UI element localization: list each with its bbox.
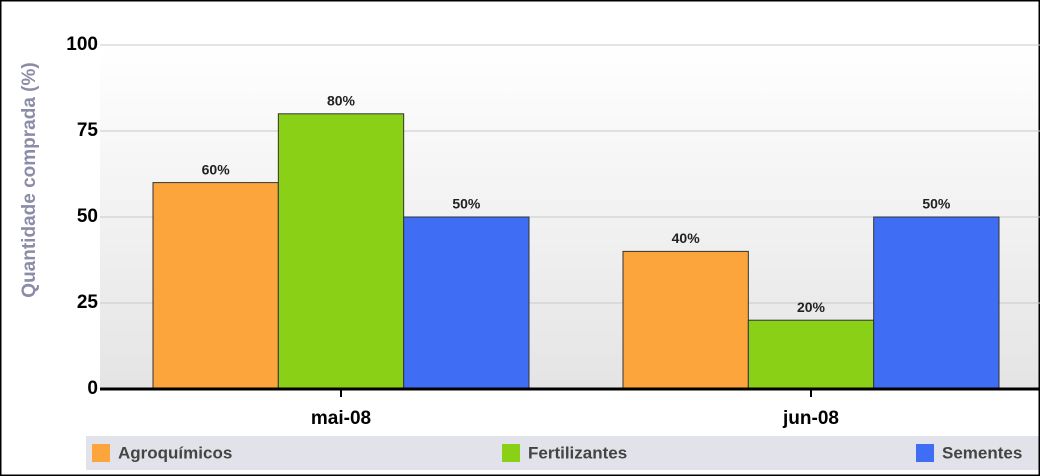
bar [873, 216, 1000, 390]
bar [403, 216, 530, 390]
data-label: 80% [327, 93, 356, 109]
legend-swatch [916, 444, 934, 462]
y-tick-label: 50 [77, 206, 98, 227]
bar [747, 319, 875, 390]
data-label: 60% [202, 161, 231, 177]
data-label: 50% [452, 196, 481, 212]
data-label: 50% [922, 196, 951, 212]
y-tick-label: 25 [77, 292, 99, 313]
bar [277, 113, 405, 390]
x-tick-label: jun-08 [782, 408, 839, 429]
legend-label: Agroquímicos [118, 443, 232, 462]
y-tick-label: 100 [66, 34, 98, 55]
bar [622, 250, 749, 390]
data-label: 40% [672, 230, 701, 246]
legend-swatch [502, 444, 520, 462]
bar [152, 182, 279, 390]
y-axis-label: Quantidade comprada (%) [19, 62, 40, 297]
legend-swatch [92, 444, 110, 462]
data-label: 20% [797, 299, 826, 315]
legend-label: Fertilizantes [528, 443, 627, 462]
legend-background [86, 436, 1040, 470]
y-tick-label: 75 [77, 120, 99, 141]
legend-label: Sementes [942, 443, 1022, 462]
x-tick-label: mai-08 [311, 408, 371, 429]
y-tick-label: 0 [87, 378, 98, 399]
